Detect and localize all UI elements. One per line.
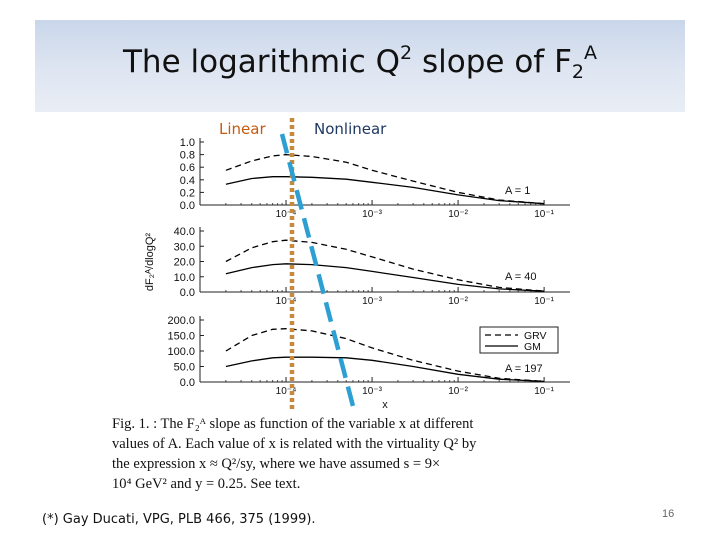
linear-label: Linear	[219, 120, 266, 138]
y-tick-label: 0.2	[180, 187, 195, 199]
nonlinear-boundary-line	[279, 133, 357, 411]
x-tick-label: 10⁻¹	[534, 209, 554, 220]
series-line-gm	[225, 176, 545, 205]
x-axis-label: x	[382, 399, 388, 411]
title-subscript-f: 2	[571, 61, 584, 83]
y-axis-label: dF₂ᴬ/dlogQ²	[144, 233, 156, 292]
y-tick-label: 10.0	[174, 272, 195, 284]
y-tick-label: 30.0	[174, 241, 195, 253]
legend-label: GM	[524, 341, 541, 353]
x-tick-label: 10⁻¹	[534, 386, 554, 397]
series-line-grv	[225, 239, 545, 292]
y-tick-label: 0.6	[180, 162, 195, 174]
legend-box	[479, 326, 559, 354]
panel-annotation: A = 40	[505, 271, 537, 283]
legend-label: GRV	[524, 330, 547, 342]
caption-line: Fig. 1. : The F₂ᴬ slope as function of t…	[112, 416, 474, 432]
x-tick-label: 10⁻²	[448, 209, 468, 220]
title-main: The logarithmic Q	[123, 44, 401, 80]
y-tick-label: 100.0	[167, 346, 195, 358]
series-line-gm	[225, 263, 545, 292]
y-tick-label: 200.0	[167, 315, 195, 327]
x-tick-label: 10⁻³	[362, 296, 382, 307]
reference-note: (*) Gay Ducati, VPG, PLB 466, 375 (1999)…	[42, 512, 316, 527]
page-number: 16	[662, 508, 675, 520]
y-tick-label: 0.0	[180, 377, 195, 389]
y-tick-label: 0.8	[180, 150, 195, 162]
y-tick-label: 40.0	[174, 226, 195, 238]
title-superscript-q: 2	[400, 42, 413, 64]
y-tick-label: 0.0	[180, 287, 195, 299]
x-tick-label: 10⁻²	[448, 296, 468, 307]
x-tick-label: 10⁻⁴	[276, 386, 297, 397]
title-superscript-a: A	[584, 42, 597, 64]
x-tick-label: 10⁻⁴	[276, 296, 297, 307]
y-tick-label: 20.0	[174, 257, 195, 269]
slide-title: The logarithmic Q2 slope of F2A	[35, 42, 685, 83]
y-tick-label: 50.0	[174, 362, 195, 374]
x-tick-label: 10⁻¹	[534, 296, 554, 307]
y-tick-label: 0.4	[180, 175, 195, 187]
caption-line: values of A. Each value of x is related …	[112, 436, 477, 452]
title-mid: slope of F	[412, 44, 572, 80]
series-line-gm	[225, 356, 545, 383]
y-tick-label: 150.0	[167, 331, 195, 343]
caption-line: the expression x ≈ Q²/sy, where we have …	[112, 456, 441, 472]
panel-annotation: A = 1	[505, 185, 530, 197]
x-tick-label: 10⁻³	[362, 386, 382, 397]
figure-caption: Fig. 1. : The F₂ᴬ slope as function of t…	[112, 414, 610, 494]
series-line-grv	[225, 328, 545, 383]
caption-line: 10⁴ GeV² and y = 0.25. See text.	[112, 476, 301, 492]
y-tick-label: 1.0	[180, 137, 195, 149]
x-tick-label: 10⁻⁴	[276, 209, 297, 220]
x-tick-label: 10⁻²	[448, 386, 468, 397]
nonlinear-label: Nonlinear	[314, 120, 387, 138]
title-band: The logarithmic Q2 slope of F2A	[35, 20, 685, 112]
x-tick-label: 10⁻³	[362, 209, 382, 220]
y-tick-label: 0.0	[180, 200, 195, 212]
panel-annotation: A = 197	[505, 363, 543, 375]
series-line-grv	[225, 153, 545, 205]
